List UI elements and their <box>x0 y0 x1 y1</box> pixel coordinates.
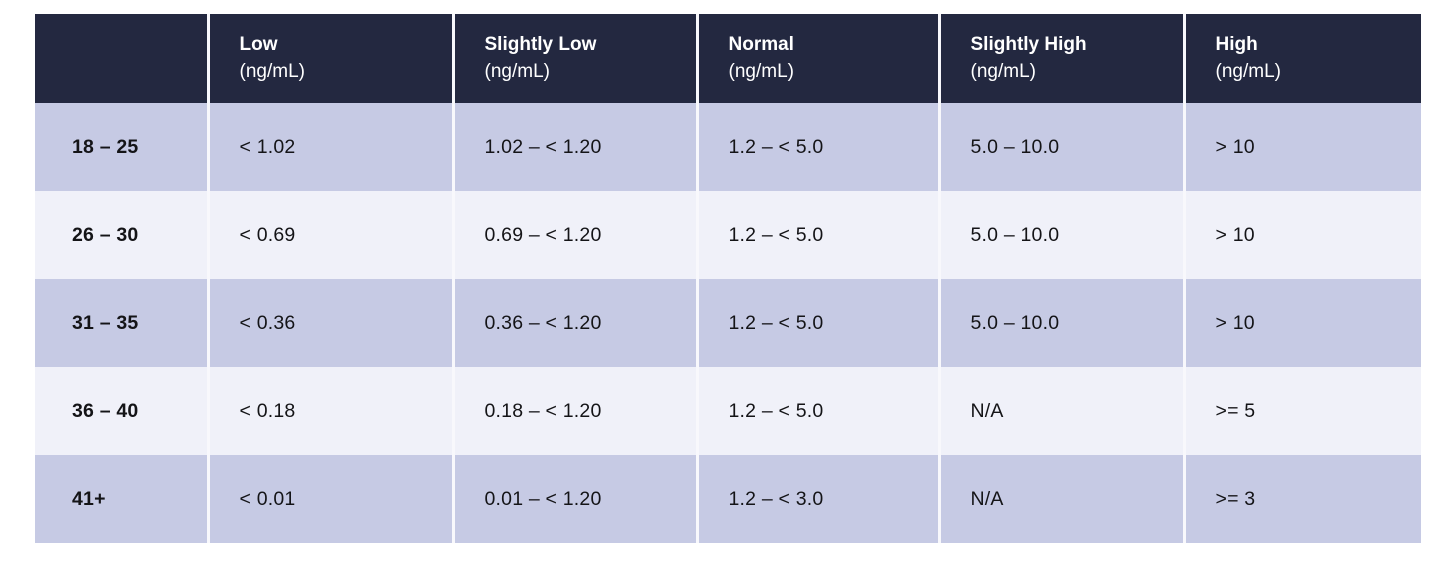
value-cell-high: > 10 <box>1182 279 1421 367</box>
value-cell-slightly-high: 5.0 – 10.0 <box>937 103 1184 191</box>
header-cell-high: High (ng/mL) <box>1182 14 1421 103</box>
age-range-cell: 41+ <box>35 455 208 543</box>
column-label: Slightly High <box>970 34 1087 56</box>
value-cell-slightly-high: 5.0 – 10.0 <box>937 191 1184 279</box>
column-label: High <box>1215 34 1258 56</box>
value-cell-low: < 0.01 <box>206 455 453 543</box>
value-cell-slightly-high: 5.0 – 10.0 <box>937 279 1184 367</box>
value-cell-high: > 10 <box>1182 191 1421 279</box>
value-cell-low: < 1.02 <box>206 103 453 191</box>
value-cell-normal: 1.2 – < 5.0 <box>695 367 939 455</box>
value-cell-slightly-low: 0.01 – < 1.20 <box>451 455 697 543</box>
value-cell-low: < 0.36 <box>206 279 453 367</box>
age-range-cell: 18 – 25 <box>35 103 208 191</box>
age-range-cell: 31 – 35 <box>35 279 208 367</box>
column-label: Low <box>239 34 278 56</box>
value-cell-high: > 10 <box>1182 103 1421 191</box>
value-cell-normal: 1.2 – < 5.0 <box>695 279 939 367</box>
value-cell-normal: 1.2 – < 5.0 <box>695 103 939 191</box>
header-cell-slightly-high: Slightly High (ng/mL) <box>937 14 1184 103</box>
header-cell-low: Low (ng/mL) <box>206 14 453 103</box>
value-cell-slightly-low: 0.18 – < 1.20 <box>451 367 697 455</box>
column-unit: (ng/mL) <box>970 60 1036 82</box>
value-cell-high: >= 5 <box>1182 367 1421 455</box>
table-row-36-40: 36 – 40 < 0.18 0.18 – < 1.20 1.2 – < 5.0… <box>35 367 1421 455</box>
value-cell-slightly-low: 1.02 – < 1.20 <box>451 103 697 191</box>
table-row-31-35: 31 – 35 < 0.36 0.36 – < 1.20 1.2 – < 5.0… <box>35 279 1421 367</box>
header-cell-empty <box>35 14 208 103</box>
age-range-cell: 36 – 40 <box>35 367 208 455</box>
column-unit: (ng/mL) <box>239 60 305 82</box>
header-cell-slightly-low: Slightly Low (ng/mL) <box>451 14 697 103</box>
value-cell-slightly-high: N/A <box>937 455 1184 543</box>
value-cell-slightly-low: 0.36 – < 1.20 <box>451 279 697 367</box>
table-row-41-plus: 41+ < 0.01 0.01 – < 1.20 1.2 – < 3.0 N/A… <box>35 455 1421 543</box>
value-cell-low: < 0.69 <box>206 191 453 279</box>
column-unit: (ng/mL) <box>484 60 550 82</box>
column-label: Normal <box>728 34 794 56</box>
column-unit: (ng/mL) <box>728 60 794 82</box>
value-cell-normal: 1.2 – < 3.0 <box>695 455 939 543</box>
header-cell-normal: Normal (ng/mL) <box>695 14 939 103</box>
value-cell-low: < 0.18 <box>206 367 453 455</box>
column-unit: (ng/mL) <box>1215 60 1281 82</box>
value-cell-slightly-low: 0.69 – < 1.20 <box>451 191 697 279</box>
value-cell-slightly-high: N/A <box>937 367 1184 455</box>
age-range-cell: 26 – 30 <box>35 191 208 279</box>
value-cell-normal: 1.2 – < 5.0 <box>695 191 939 279</box>
reference-range-table: Low (ng/mL) Slightly Low (ng/mL) Normal … <box>35 14 1421 543</box>
value-cell-high: >= 3 <box>1182 455 1421 543</box>
table-row-18-25: 18 – 25 < 1.02 1.02 – < 1.20 1.2 – < 5.0… <box>35 103 1421 191</box>
header-row: Low (ng/mL) Slightly Low (ng/mL) Normal … <box>35 14 1421 103</box>
table-row-26-30: 26 – 30 < 0.69 0.69 – < 1.20 1.2 – < 5.0… <box>35 191 1421 279</box>
column-label: Slightly Low <box>484 34 597 56</box>
